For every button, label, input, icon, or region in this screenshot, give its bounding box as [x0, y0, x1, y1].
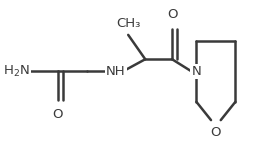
Text: NH: NH	[106, 65, 126, 78]
Text: CH₃: CH₃	[116, 17, 140, 30]
Text: O: O	[52, 108, 63, 121]
Text: H$_2$N: H$_2$N	[3, 64, 30, 79]
Text: O: O	[167, 8, 177, 21]
Text: N: N	[192, 65, 201, 78]
Text: O: O	[211, 126, 221, 139]
